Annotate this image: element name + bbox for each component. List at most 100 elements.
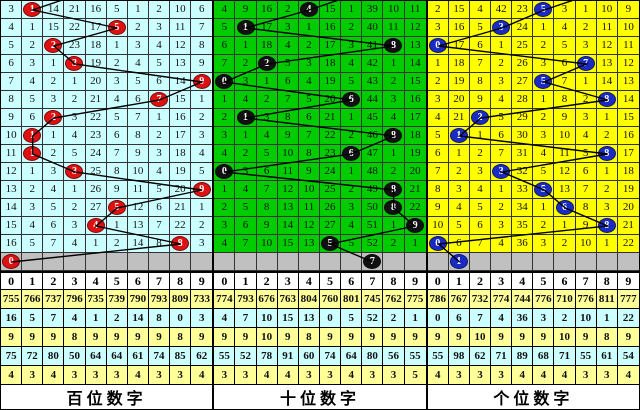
miss-count-cell: 18 [170, 145, 192, 163]
miss-count-cell: 6 [214, 37, 236, 55]
miss-count-cell: 10 [617, 19, 639, 37]
miss-count-cell: 14 [170, 73, 192, 91]
miss-count-cell: 15 [448, 1, 470, 19]
stat-cell: 72 [22, 347, 44, 365]
stat-cell: 14 [128, 309, 149, 327]
miss-count-cell: 22 [64, 19, 86, 37]
miss-count-cell: 18 [319, 55, 342, 73]
miss-count-cell: 9 [191, 73, 213, 91]
miss-count-cell: 5 [106, 109, 128, 127]
miss-count-cell: 3 [43, 91, 65, 109]
stat-cell: 767 [449, 290, 470, 308]
miss-count-cell: 2 [596, 181, 618, 199]
miss-count-cell [533, 253, 555, 271]
miss-count-cell: 7 [106, 145, 128, 163]
miss-count-cell [214, 253, 236, 271]
miss-count-cell: 1 [448, 145, 470, 163]
drawn-number-ball: 1 [236, 110, 255, 125]
miss-count-cell: 13 [127, 217, 149, 235]
miss-count-cell: 22 [404, 199, 426, 217]
miss-count-cell: 2 [22, 181, 44, 199]
stat-cell: 4 [1, 366, 23, 384]
drawn-number-ball: 6 [342, 92, 361, 107]
stat-cell: 80 [362, 347, 384, 365]
stat-cell: 8 [64, 328, 86, 346]
stat-cell: 4 [554, 366, 576, 384]
miss-count-cell: 13 [277, 199, 299, 217]
digit-header-cell: 3 [278, 273, 299, 289]
miss-count-cell: 7 [427, 163, 449, 181]
miss-count-cell: 2 [22, 37, 44, 55]
digit-header-cell: 7 [576, 273, 597, 289]
miss-count-cell: 24 [85, 145, 107, 163]
stat-cell: 1 [597, 309, 618, 327]
miss-count-cell: 5 [469, 19, 492, 37]
miss-count-cell: 11 [1, 145, 23, 163]
miss-count-cell: 1 [148, 109, 171, 127]
miss-count-cell: 5 [22, 235, 44, 253]
digit-header-cell: 8 [383, 273, 405, 289]
miss-count-cell: 6 [43, 217, 65, 235]
drawn-number-ball: 8 [597, 92, 616, 107]
miss-count-cell: 8 [575, 199, 597, 217]
drawn-number-ball: 1 [449, 254, 468, 269]
miss-count-cell: 4 [64, 127, 86, 145]
stat-row: 9 9 10 9 8 9 9 9 9 9 [214, 328, 426, 347]
miss-count-cell: 10 [277, 145, 299, 163]
stat-cell: 55 [409, 350, 421, 362]
miss-count-cell: 30 [512, 127, 534, 145]
stat-cell: 9 [107, 328, 128, 346]
stat-cell: 9 [341, 328, 363, 346]
stat-cell: 10 [257, 309, 278, 327]
miss-count-cell: 2 [298, 37, 320, 55]
stat-row: 4 7 10 15 13 0 5 52 2 1 [214, 309, 426, 328]
stat-cell: 9 [512, 328, 534, 346]
miss-count-cell: 1 [383, 145, 405, 163]
stat-cell: 10 [257, 328, 278, 346]
miss-count-cell: 2 [43, 37, 65, 55]
miss-count-cell: 3 [43, 163, 65, 181]
miss-count-cell: 42 [362, 55, 384, 73]
miss-count-cell: 6 [191, 1, 213, 19]
miss-count-cell: 11 [383, 19, 405, 37]
miss-count-cell: 1 [191, 199, 213, 217]
miss-count-cell [256, 253, 278, 271]
miss-count-cell: 2 [214, 199, 236, 217]
miss-count-cell: 5 [533, 163, 555, 181]
miss-count-cell: 1 [596, 235, 618, 253]
miss-count-cell: 34 [512, 199, 534, 217]
miss-count-cell: 1 [22, 163, 44, 181]
stat-cell: 61 [597, 347, 618, 365]
miss-count-cell: 21 [170, 199, 192, 217]
stat-cell: 809 [170, 290, 192, 308]
miss-count-cell: 16 [1, 235, 23, 253]
digit-header-cell: 1 [22, 273, 44, 289]
miss-count-cell: 9 [1, 109, 23, 127]
miss-count-cell: 7 [575, 55, 597, 73]
miss-count-cell: 8 [383, 37, 405, 55]
stat-cell: 732 [470, 290, 492, 308]
miss-count-cell: 2 [148, 1, 171, 19]
stat-cell: 55 [428, 347, 449, 365]
miss-count-cell: 7 [554, 73, 576, 91]
drawn-number-ball: 8 [171, 236, 190, 251]
stat-cell: 4 [512, 366, 534, 384]
miss-count-cell [554, 253, 576, 271]
miss-count-cell: 2 [235, 145, 257, 163]
miss-count-cell: 23 [512, 1, 534, 19]
miss-count-cell: 22 [617, 235, 639, 253]
stat-cell: 776 [576, 290, 597, 308]
miss-count-cell: 12 [127, 199, 149, 217]
stat-cell: 3 [22, 366, 44, 384]
miss-count-cell: 12 [404, 19, 426, 37]
miss-count-cell: 16 [617, 127, 639, 145]
miss-count-cell: 11 [404, 1, 426, 19]
stat-cell: 15 [278, 309, 299, 327]
miss-count-cell: 26 [512, 55, 534, 73]
stat-cell: 4 [341, 366, 363, 384]
stat-cell: 78 [257, 347, 278, 365]
